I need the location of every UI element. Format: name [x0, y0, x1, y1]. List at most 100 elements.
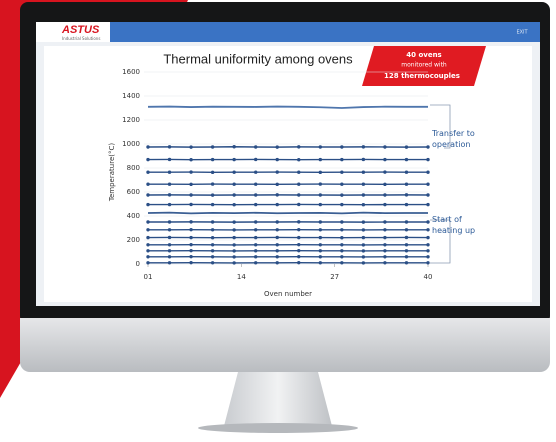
badge-line: monitored with — [401, 62, 447, 69]
series-marker — [383, 170, 386, 173]
series-marker — [362, 158, 365, 161]
series-marker — [362, 183, 365, 186]
series-marker — [146, 145, 149, 148]
series-marker — [340, 193, 343, 196]
series-marker — [405, 249, 408, 252]
series-marker — [340, 158, 343, 161]
series-marker — [340, 261, 343, 264]
series-marker — [168, 236, 171, 239]
series-marker — [362, 220, 365, 223]
series-marker — [340, 249, 343, 252]
series-marker — [211, 261, 214, 264]
series-marker — [405, 255, 408, 258]
x-tick-label: 14 — [237, 273, 246, 281]
y-axis-label: Temperature(°C) — [108, 143, 116, 202]
series-marker — [340, 243, 343, 246]
series-marker — [319, 145, 322, 148]
series-marker — [405, 220, 408, 223]
series-marker — [426, 220, 429, 223]
series-marker — [232, 243, 235, 246]
series-marker — [362, 145, 365, 148]
series-marker — [254, 220, 257, 223]
logo-tagline: Industrial Solutions — [62, 36, 100, 41]
series-marker — [297, 249, 300, 252]
scene: ASTUS Industrial Solutions EXIT 40 ovens… — [0, 0, 556, 442]
series-marker — [168, 183, 171, 186]
series-marker — [426, 243, 429, 246]
series-marker — [362, 236, 365, 239]
series-marker — [232, 145, 235, 148]
series-marker — [232, 249, 235, 252]
series-marker — [254, 261, 257, 264]
series-marker — [319, 255, 322, 258]
series-marker — [383, 158, 386, 161]
series-marker — [211, 236, 214, 239]
series-marker — [232, 183, 235, 186]
series-marker — [232, 228, 235, 231]
series-marker — [383, 183, 386, 186]
series-marker — [362, 171, 365, 174]
series-marker — [211, 228, 214, 231]
series-marker — [168, 171, 171, 174]
annotation-box: Transfer to operation — [432, 128, 502, 156]
series-marker — [426, 261, 429, 264]
series-marker — [340, 183, 343, 186]
annotation: Transfer to operation — [432, 128, 502, 150]
series-marker — [383, 193, 386, 196]
series-marker — [146, 203, 149, 206]
series-marker — [383, 236, 386, 239]
series-marker — [319, 193, 322, 196]
y-tick-label: 600 — [127, 188, 140, 196]
series-marker — [211, 203, 214, 206]
series-marker — [254, 171, 257, 174]
series-marker — [340, 145, 343, 148]
series-marker — [362, 249, 365, 252]
y-tick-label: 0 — [136, 260, 140, 268]
series-marker — [276, 255, 279, 258]
series-marker — [276, 220, 279, 223]
series-marker — [362, 203, 365, 206]
series-marker — [319, 182, 322, 185]
series-marker — [319, 158, 322, 161]
y-tick-label: 1600 — [122, 68, 140, 76]
y-tick-label: 1400 — [122, 92, 140, 100]
series-marker — [319, 220, 322, 223]
series-marker — [362, 228, 365, 231]
series-marker — [146, 220, 149, 223]
nav-item[interactable]: EXIT — [516, 30, 528, 36]
x-tick-label: 01 — [144, 273, 153, 281]
series-marker — [426, 171, 429, 174]
series-marker — [405, 145, 408, 148]
series-marker — [254, 236, 257, 239]
series-marker — [297, 220, 300, 223]
series-marker — [168, 193, 171, 196]
series-marker — [189, 145, 192, 148]
series-marker — [168, 228, 171, 231]
series-marker — [383, 255, 386, 258]
series-marker — [405, 183, 408, 186]
series-marker — [189, 203, 192, 206]
series-marker — [340, 228, 343, 231]
y-tick-label: 1200 — [122, 116, 140, 124]
series-marker — [383, 145, 386, 148]
series-marker — [276, 158, 279, 161]
series-marker — [254, 249, 257, 252]
series-marker — [146, 243, 149, 246]
series-marker — [211, 171, 214, 174]
series-marker — [254, 228, 257, 231]
series-marker — [232, 203, 235, 206]
series-marker — [340, 171, 343, 174]
series-marker — [211, 193, 214, 196]
series-marker — [146, 228, 149, 231]
series-marker — [426, 183, 429, 186]
series-marker — [146, 183, 149, 186]
series-marker — [254, 193, 257, 196]
series-marker — [362, 193, 365, 196]
series-marker — [189, 243, 192, 246]
series-marker — [232, 158, 235, 161]
series-marker — [297, 171, 300, 174]
series-marker — [146, 249, 149, 252]
series-marker — [254, 203, 257, 206]
series-marker — [211, 145, 214, 148]
series-marker — [319, 228, 322, 231]
